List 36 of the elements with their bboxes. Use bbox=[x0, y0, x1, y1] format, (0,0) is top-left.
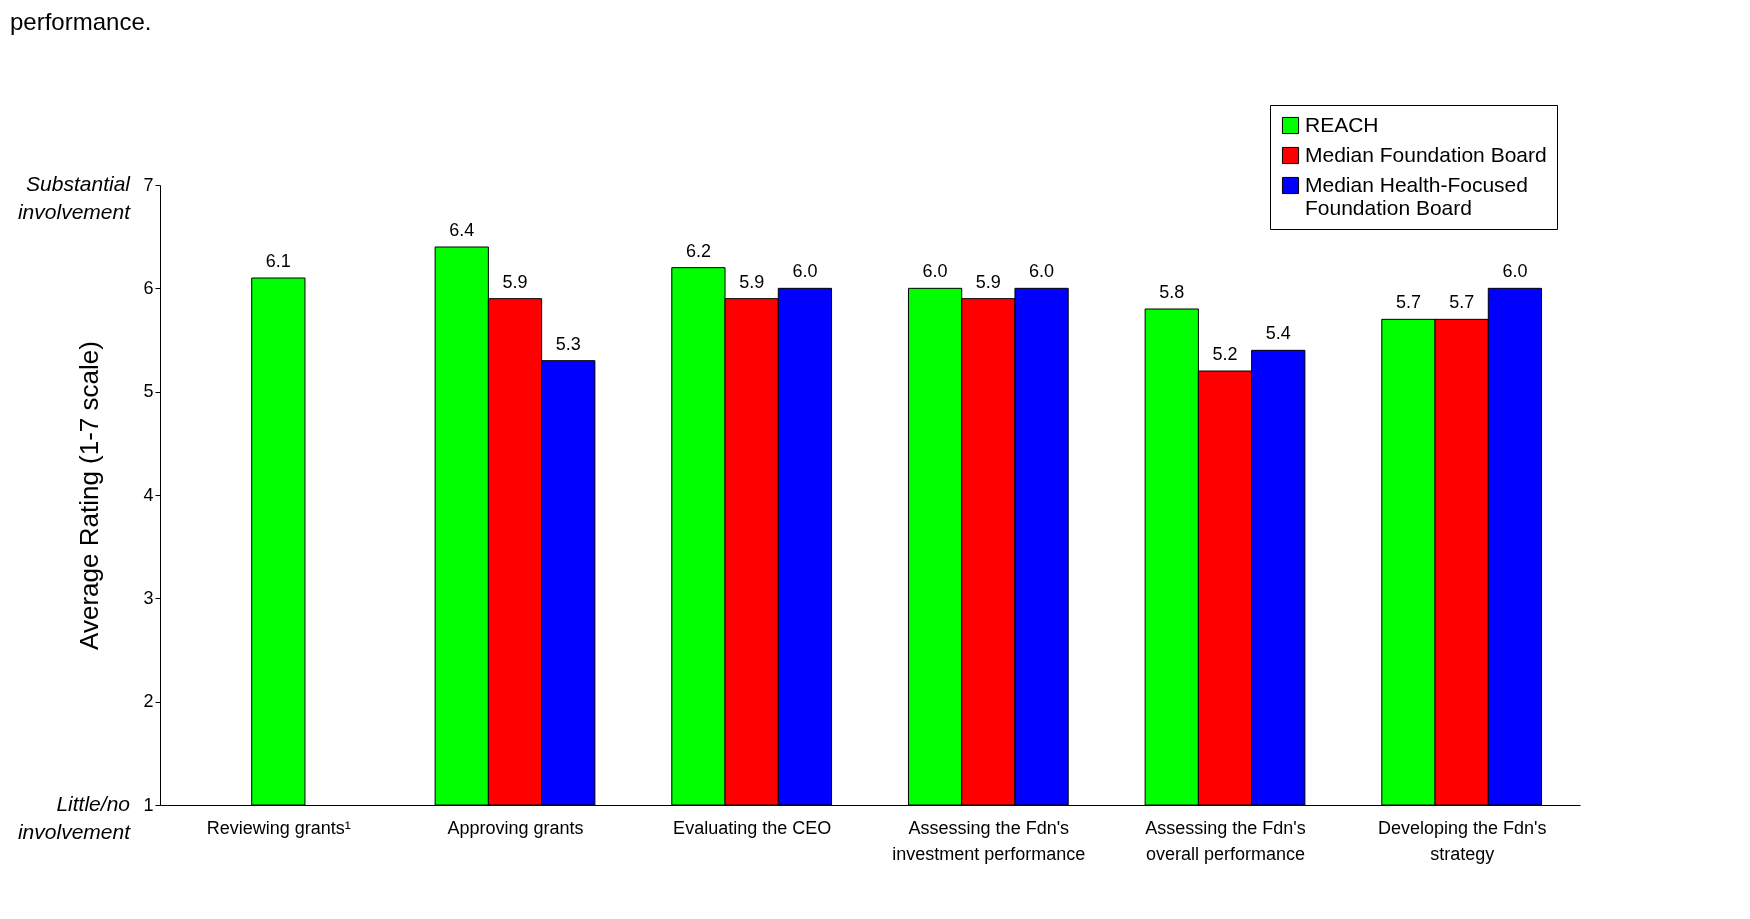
data-label: 5.7 bbox=[1395, 292, 1421, 313]
y-tick-label: 5 bbox=[143, 381, 154, 402]
data-label: 5.2 bbox=[1212, 344, 1238, 364]
data-label: 6.0 bbox=[1502, 261, 1528, 282]
data-label: 6.1 bbox=[265, 251, 291, 271]
legend-label: REACH bbox=[1305, 112, 1379, 136]
x-tick-label: Reviewing grants¹ bbox=[206, 817, 351, 838]
x-tick-label: Evaluating the CEO bbox=[673, 817, 832, 838]
legend-label: Median Foundation Board bbox=[1305, 142, 1547, 166]
x-tick-label: Assessing the Fdn's overall performance bbox=[1145, 817, 1306, 864]
x-tick-label: Approving grants bbox=[447, 817, 584, 838]
data-label: 6.2 bbox=[685, 240, 711, 261]
data-label: 6.0 bbox=[792, 261, 818, 282]
y-tick-label: 1 bbox=[143, 794, 154, 815]
data-label: 6.4 bbox=[449, 220, 475, 240]
y-tick-label: 6 bbox=[143, 277, 154, 298]
legend-label: Median Health-Focused Foundation Board bbox=[1305, 172, 1528, 219]
y-tick-label: 3 bbox=[143, 587, 154, 608]
chart-title: performance. bbox=[10, 7, 152, 35]
data-label: 5.7 bbox=[1449, 292, 1475, 313]
y-tick-label: 7 bbox=[143, 174, 154, 195]
text: Substantial involvement bbox=[17, 172, 132, 223]
data-label: 5.3 bbox=[555, 333, 581, 354]
text: Little/no involvement bbox=[17, 792, 132, 843]
data-label: 5.9 bbox=[502, 271, 528, 292]
data-label: 5.8 bbox=[1159, 282, 1185, 302]
y-tick-label: 4 bbox=[143, 484, 154, 505]
data-label: 6.0 bbox=[922, 261, 948, 282]
data-label: 6.0 bbox=[1029, 261, 1055, 282]
data-label: 5.9 bbox=[975, 271, 1001, 292]
x-tick-label: Developing the Fdn's strategy bbox=[1377, 817, 1547, 864]
data-label: 5.9 bbox=[739, 271, 765, 292]
y-axis-title: Average Rating (1-7 scale) bbox=[74, 341, 105, 650]
data-label: 5.4 bbox=[1265, 323, 1291, 344]
y-tick-label: 2 bbox=[143, 691, 154, 712]
x-tick-label: Assessing the Fdn's investment performance bbox=[892, 817, 1086, 864]
